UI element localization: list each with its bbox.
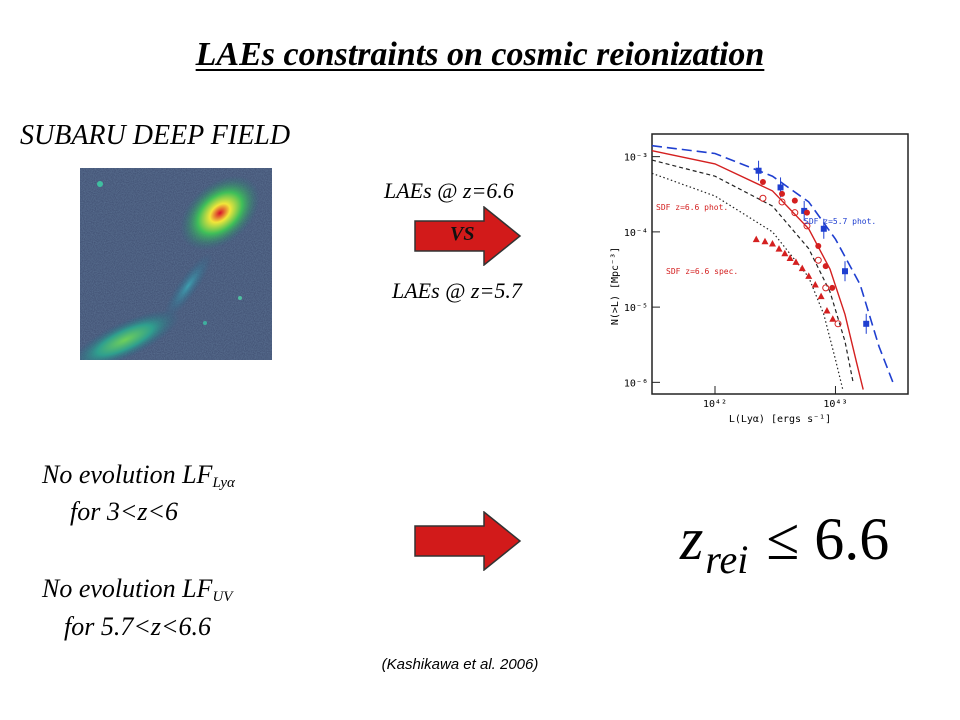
laes-z57-label: LAEs @ z=5.7 <box>392 278 522 303</box>
vs-arrow: VS <box>414 205 522 271</box>
annotation-z57-phot: SDF z=5.7 phot. <box>804 217 876 226</box>
point-z66-phot-open <box>803 222 811 230</box>
point-z66-phot-open <box>778 198 786 206</box>
point-z57-phot <box>755 167 762 174</box>
subaru-field-image <box>80 168 272 360</box>
point-z66-phot <box>759 179 766 186</box>
point-z66-spec <box>781 249 789 257</box>
plot-frame <box>651 133 909 395</box>
point-z57-phot <box>842 268 849 275</box>
vs-label: VS <box>450 223 475 245</box>
lf-lya-text: No evolution LF <box>42 460 213 489</box>
point-z66-phot-open <box>822 284 830 292</box>
point-z66-spec <box>823 307 831 314</box>
conclusion-arrow <box>414 511 522 571</box>
point-z57-phot <box>801 207 808 214</box>
y-tick-label: 10⁻³ <box>624 153 648 164</box>
point-z66-phot <box>829 284 836 291</box>
point-z66-spec <box>792 258 800 265</box>
point-z66-spec <box>829 315 837 322</box>
point-z57-phot <box>863 320 870 327</box>
point-z66-phot-open <box>814 256 822 264</box>
point-z66-phot <box>822 263 829 270</box>
point-z66-spec <box>817 292 825 300</box>
point-z66-spec <box>775 245 783 252</box>
no-evolution-uv-line: No evolution LFUV <box>42 574 232 606</box>
point-z66-spec <box>798 264 806 272</box>
annotation-z66-phot: SDF z=6.6 phot. <box>656 203 728 212</box>
lf-uv-text: No evolution LF <box>42 574 213 603</box>
lf-lya-subscript: Lyα <box>212 475 235 491</box>
point-z66-phot <box>791 197 798 204</box>
citation: (Kashikawa et al. 2006) <box>381 656 539 673</box>
point-z66-phot-open <box>791 209 799 217</box>
point-z66-phot-open <box>759 194 767 202</box>
model-curve-red-solid <box>651 150 864 390</box>
x-tick-label: 10⁴³ <box>823 399 847 410</box>
y-axis-label: N(>L) [Mpc⁻³] <box>610 247 621 325</box>
model-curve-black-short-dash <box>651 159 854 383</box>
model-curve-blue-long-dash <box>651 144 894 383</box>
formula-variable: z <box>680 506 704 572</box>
point-z66-spec <box>786 254 794 261</box>
formula-relation: ≤ 6.6 <box>766 506 890 572</box>
point-z66-phot-open <box>834 320 842 328</box>
point-z66-spec <box>761 237 769 245</box>
reionization-formula: zrei ≤ 6.6 <box>680 505 889 583</box>
annotation-z66-spec: SDF z=6.6 spec. <box>666 267 738 276</box>
laes-z66-label: LAEs @ z=6.6 <box>384 178 514 203</box>
lf-uv-subscript: UV <box>212 589 233 605</box>
subaru-deep-field-label: SUBARU DEEP FIELD <box>20 120 291 151</box>
point-z57-phot <box>820 225 827 232</box>
page-title: LAEs constraints on cosmic reionization <box>195 36 765 73</box>
uv-redshift-range: for 5.7<z<6.6 <box>64 612 212 641</box>
y-tick-label: 10⁻⁴ <box>624 228 648 239</box>
point-z66-spec <box>768 240 776 247</box>
formula-subscript: rei <box>705 537 749 582</box>
point-z66-phot <box>803 209 810 216</box>
lya-redshift-range: for 3<z<6 <box>70 497 179 526</box>
x-axis-label: L(Lyα) [ergs s⁻¹] <box>729 414 831 425</box>
point-z66-phot <box>815 242 822 249</box>
point-z66-spec <box>811 280 819 288</box>
no-evolution-lya-line: No evolution LFLyα <box>42 460 235 492</box>
point-z57-phot <box>777 184 784 191</box>
point-z66-spec <box>805 272 813 279</box>
y-tick-label: 10⁻⁵ <box>624 303 648 314</box>
x-tick-label: 10⁴² <box>703 399 727 410</box>
point-z66-phot <box>779 190 786 197</box>
point-z66-spec <box>752 235 760 243</box>
y-tick-label: 10⁻⁶ <box>624 378 648 389</box>
luminosity-function-chart: 10⁴² 10⁴³ 10⁻³ 10⁻⁴ 10⁻⁵ 10⁻⁶ N(>L) [Mpc⁻³] L… <box>610 133 909 425</box>
